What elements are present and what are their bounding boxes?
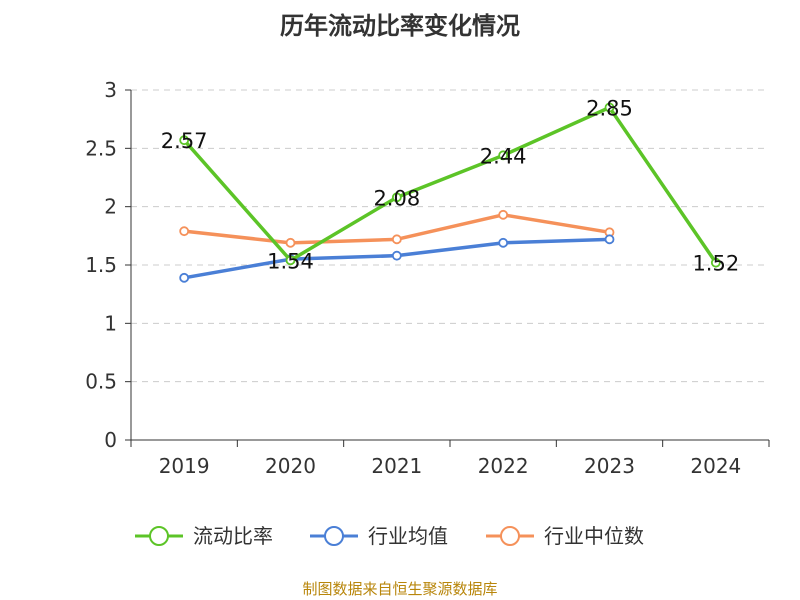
series-line <box>182 105 718 265</box>
legend-label: 行业均值 <box>368 524 448 548</box>
data-label: 1.52 <box>692 252 739 276</box>
data-label: 2.08 <box>373 186 420 210</box>
x-tick-label: 2023 <box>584 454 635 478</box>
legend-item[interactable]: 行业中位数 <box>486 524 644 548</box>
y-tick-label: 3 <box>104 78 117 102</box>
legend-marker <box>324 526 344 546</box>
legend-label: 行业中位数 <box>544 524 644 548</box>
data-point[interactable] <box>498 237 509 248</box>
data-labels: 2.57 1.54 2.08 2.44 2.85 1.52 <box>161 97 739 276</box>
legend-label: 流动比率 <box>193 524 273 548</box>
data-label: 2.44 <box>480 144 527 168</box>
data-point[interactable] <box>179 226 190 237</box>
series-lines <box>179 102 721 283</box>
legend-marker <box>149 526 169 546</box>
x-tick-label: 2024 <box>690 454 741 478</box>
x-tick-label: 2020 <box>265 454 316 478</box>
data-point[interactable] <box>179 135 190 146</box>
data-point[interactable] <box>179 272 190 283</box>
legend-marker <box>500 526 520 546</box>
data-label: 1.54 <box>267 249 314 273</box>
data-point[interactable] <box>391 192 402 203</box>
legend-item[interactable]: 流动比率 <box>135 524 273 548</box>
x-tick-label: 2019 <box>159 454 210 478</box>
gridlines <box>131 89 769 383</box>
x-tick-label: 2021 <box>371 454 422 478</box>
data-label: 2.85 <box>586 97 633 121</box>
y-tick-label: 0 <box>104 428 117 452</box>
data-point[interactable] <box>710 257 721 268</box>
y-tick-label: 1 <box>104 311 117 335</box>
data-point[interactable] <box>604 234 615 245</box>
data-label: 2.57 <box>161 129 208 153</box>
data-point[interactable] <box>285 237 296 248</box>
data-point[interactable] <box>391 234 402 245</box>
y-tick-label: 1.5 <box>85 253 117 277</box>
y-tick-label: 2.5 <box>85 136 117 160</box>
data-point[interactable] <box>285 255 296 266</box>
data-point[interactable] <box>498 209 509 220</box>
chart-title: 历年流动比率变化情况 <box>280 12 520 40</box>
y-tick-label: 2 <box>104 195 117 219</box>
data-point[interactable] <box>498 150 509 161</box>
legend-item[interactable]: 行业均值 <box>310 524 448 548</box>
data-point[interactable] <box>604 102 615 113</box>
data-point[interactable] <box>391 250 402 261</box>
x-tick-label: 2022 <box>478 454 529 478</box>
source-note: 制图数据来自恒生聚源数据库 <box>302 580 498 598</box>
legend[interactable]: 流动比率 行业均值 行业中位数 <box>135 524 644 548</box>
y-tick-label: 0.5 <box>85 370 117 394</box>
